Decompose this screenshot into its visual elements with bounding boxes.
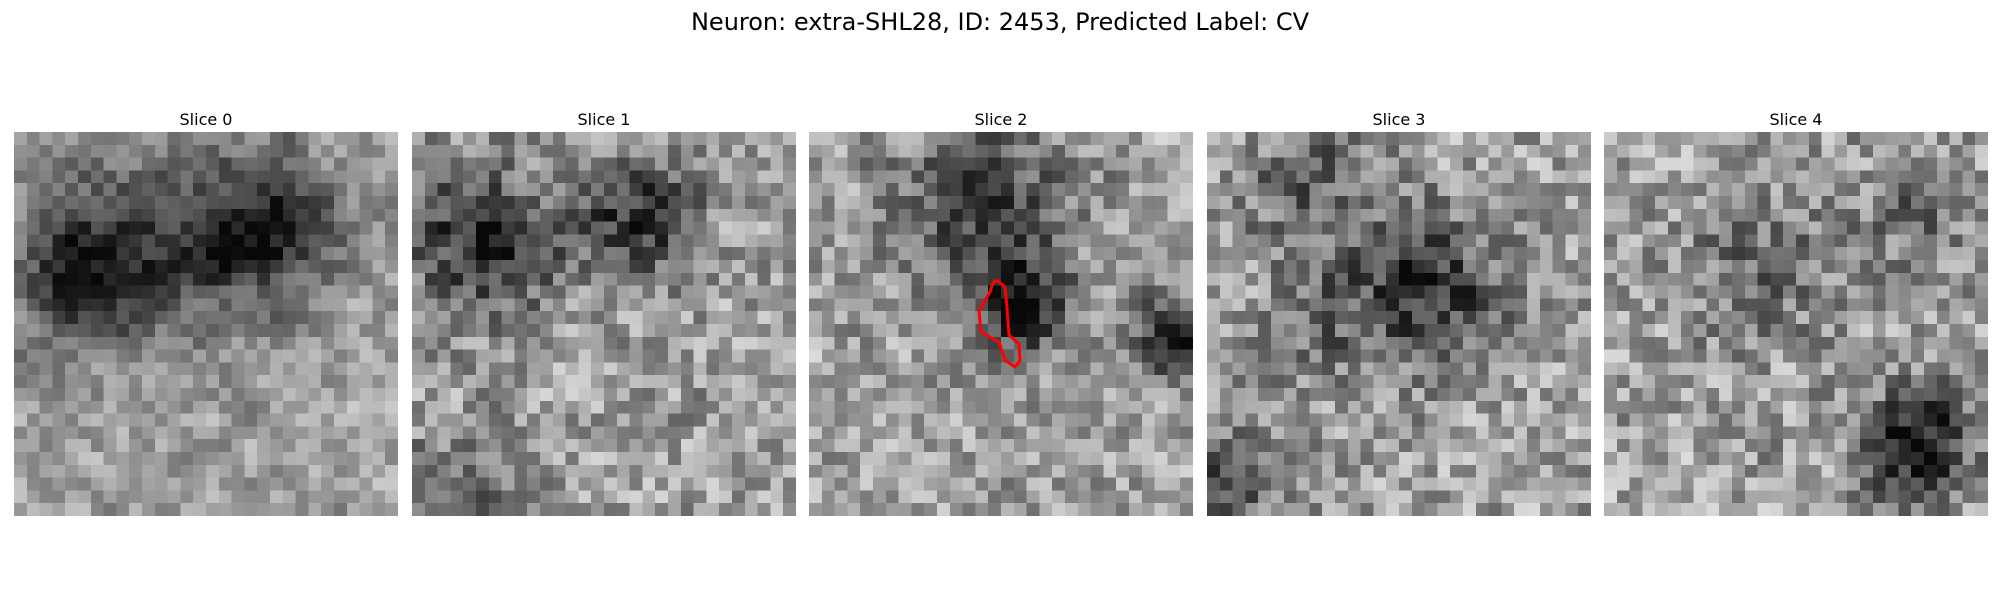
slice-title-4: Slice 4 — [1769, 110, 1823, 129]
slice-panel-2: Slice 2 — [809, 108, 1193, 516]
slice-image-2 — [809, 132, 1193, 516]
slice-image-1 — [412, 132, 796, 516]
slice-panel-1: Slice 1 — [412, 108, 796, 516]
slice-image-0 — [14, 132, 398, 516]
slice-panel-0: Slice 0 — [14, 108, 398, 516]
slice-title-1: Slice 1 — [577, 110, 631, 129]
figure-title: Neuron: extra-SHL28, ID: 2453, Predicted… — [690, 8, 1310, 36]
slice-title-2: Slice 2 — [974, 110, 1028, 129]
slice-image-3 — [1207, 132, 1591, 516]
slice-image-4 — [1604, 132, 1988, 516]
slice-panel-3: Slice 3 — [1207, 108, 1591, 516]
slice-title-3: Slice 3 — [1372, 110, 1426, 129]
slice-title-0: Slice 0 — [179, 110, 233, 129]
slice-panel-4: Slice 4 — [1604, 108, 1988, 516]
